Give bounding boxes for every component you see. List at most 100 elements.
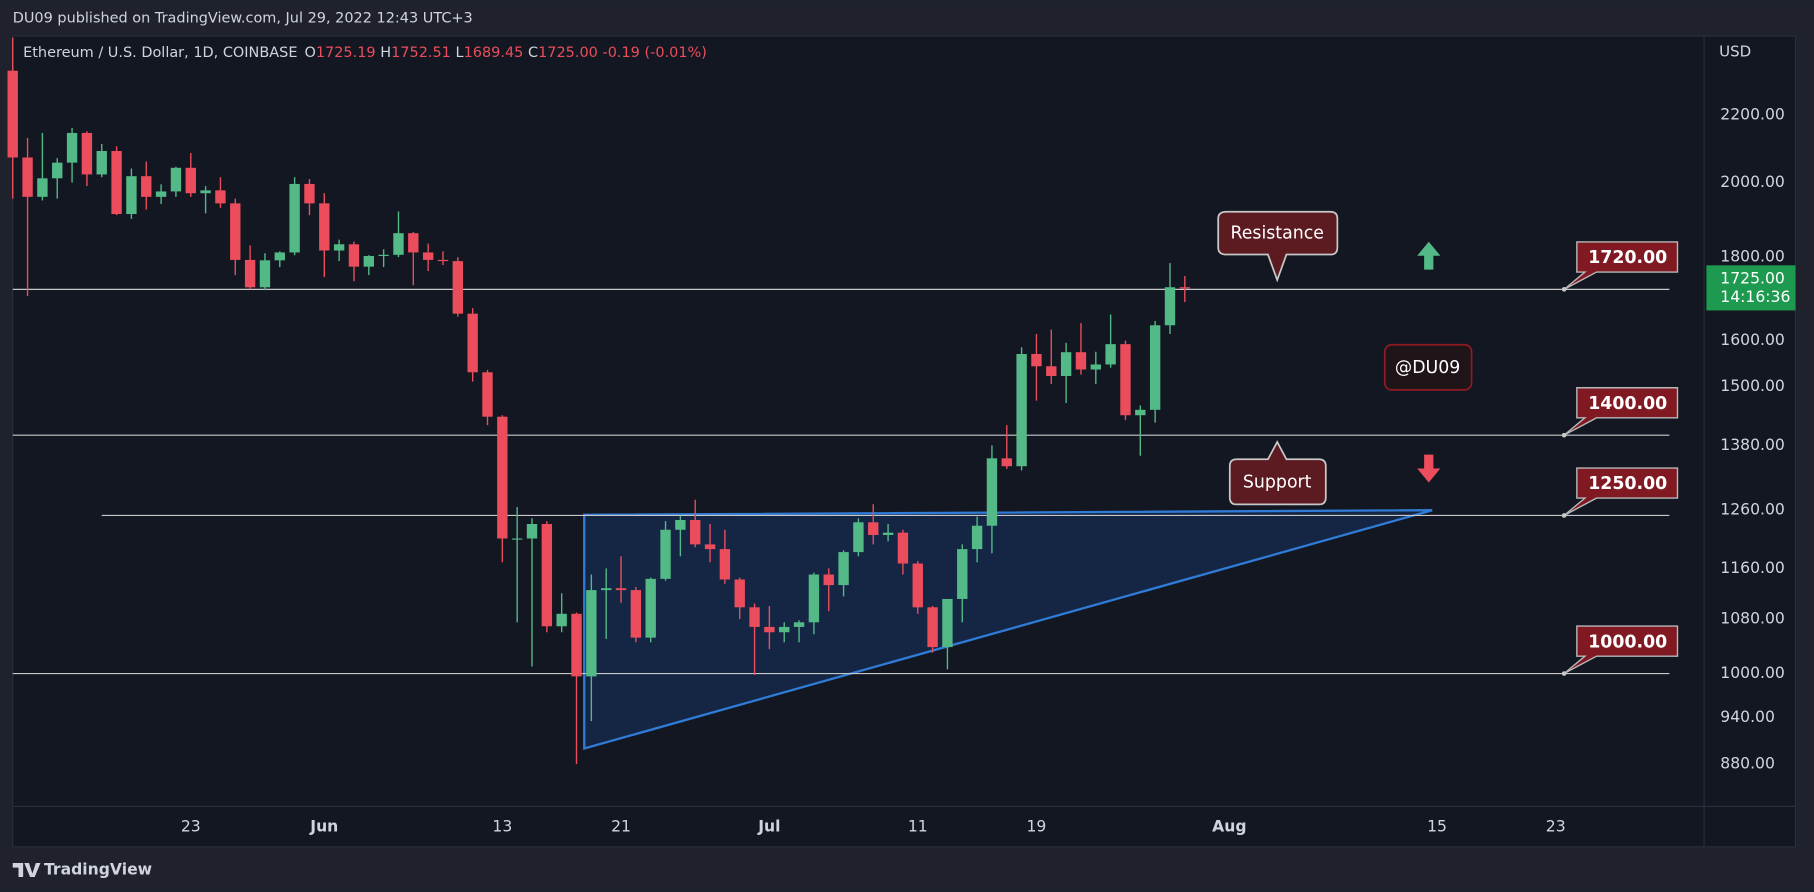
support-callout bbox=[1228, 440, 1327, 506]
candle-body bbox=[66, 132, 78, 163]
candle-body bbox=[1105, 344, 1116, 365]
candle-body bbox=[586, 590, 597, 677]
candle-body bbox=[141, 176, 152, 197]
candle-body bbox=[971, 525, 983, 550]
candle-body bbox=[1016, 354, 1027, 467]
ohlc-value: 1725.00 bbox=[538, 45, 598, 61]
y-tick-label: 2000.00 bbox=[1720, 173, 1785, 191]
candle-body bbox=[793, 622, 805, 627]
candle-body bbox=[882, 532, 894, 535]
last-price-tag bbox=[1706, 265, 1796, 311]
ohlc-key: O bbox=[304, 45, 315, 61]
support-label: Support bbox=[1243, 472, 1312, 492]
candle-body bbox=[808, 574, 820, 623]
candle-body bbox=[482, 372, 493, 417]
watermark: @DU09 bbox=[1395, 358, 1460, 378]
level-label: 1000.00 bbox=[1588, 632, 1667, 652]
candle-body bbox=[437, 259, 449, 262]
x-tick-label: Jun bbox=[309, 818, 338, 836]
candle-body bbox=[126, 176, 137, 215]
x-tick-label: 23 bbox=[1546, 818, 1566, 836]
candle-body bbox=[1149, 325, 1161, 410]
candle-body bbox=[96, 151, 107, 175]
candle-body bbox=[853, 522, 864, 553]
y-tick-label: 1160.00 bbox=[1720, 559, 1785, 577]
currency: USD bbox=[1719, 43, 1751, 61]
level-anchor bbox=[1561, 671, 1567, 676]
chart-area bbox=[12, 35, 1797, 848]
up-arrow bbox=[1417, 241, 1441, 270]
y-tick-label: 1260.00 bbox=[1720, 500, 1785, 518]
candle-body bbox=[912, 563, 923, 608]
candle-body bbox=[600, 588, 612, 591]
y-tick-label: 1080.00 bbox=[1720, 610, 1785, 628]
candle-body bbox=[408, 233, 419, 253]
candle-body bbox=[363, 255, 374, 267]
x-tick-label: 19 bbox=[1027, 818, 1047, 836]
candle-body bbox=[1135, 409, 1146, 416]
candle-body bbox=[675, 520, 686, 530]
candle-body bbox=[630, 590, 642, 638]
candle-body bbox=[942, 598, 953, 648]
candle-body bbox=[660, 529, 671, 579]
x-tick-label: 23 bbox=[181, 818, 201, 836]
level-callout bbox=[1563, 625, 1679, 675]
x-tick-label: 13 bbox=[492, 818, 512, 836]
ohlc-key: C bbox=[528, 45, 538, 61]
candle-body bbox=[155, 191, 167, 197]
level-anchor bbox=[1561, 513, 1567, 518]
candle-body bbox=[111, 151, 122, 215]
y-tick-label: 1800.00 bbox=[1720, 248, 1785, 266]
level-callout bbox=[1563, 241, 1679, 290]
footer: TradingView bbox=[44, 860, 152, 878]
candle-body bbox=[704, 544, 716, 550]
candle-body bbox=[719, 549, 731, 580]
change: -0.19 (-0.01%) bbox=[602, 45, 706, 61]
candle-body bbox=[422, 252, 434, 260]
candle-body bbox=[52, 162, 63, 179]
candle-body bbox=[289, 183, 300, 253]
candle-body bbox=[764, 626, 775, 633]
candle-body bbox=[645, 578, 656, 638]
down-arrow bbox=[1417, 454, 1441, 483]
last-price-label: 1725.00 bbox=[1720, 270, 1785, 288]
x-tick-label: 21 bbox=[611, 818, 631, 836]
symbol-legend: Ethereum / U.S. Dollar, 1D, COINBASE O 172… bbox=[23, 45, 707, 61]
candle-body bbox=[779, 626, 790, 633]
ohlc-value: 1752.51 bbox=[391, 45, 451, 61]
triangle-outline bbox=[583, 509, 1433, 751]
ohlc-value: 1689.45 bbox=[464, 45, 524, 61]
candle-body bbox=[467, 313, 478, 373]
level-label: 1400.00 bbox=[1588, 394, 1667, 414]
candle-body bbox=[7, 70, 18, 158]
candle-body bbox=[185, 167, 196, 194]
level-callout bbox=[1563, 467, 1679, 517]
candle-body bbox=[749, 607, 760, 627]
marks bbox=[7, 37, 1670, 765]
publisher: DU09 published on TradingView.com, Jul 2… bbox=[13, 11, 473, 27]
candle-body bbox=[897, 532, 909, 564]
candle-body bbox=[690, 520, 701, 545]
candle-body bbox=[1120, 344, 1131, 416]
candle-body bbox=[37, 178, 48, 197]
candle-body bbox=[1046, 366, 1057, 376]
resistance-callout bbox=[1217, 210, 1339, 283]
candle-body bbox=[615, 588, 627, 591]
candle-body bbox=[1090, 364, 1101, 370]
candle-body bbox=[452, 261, 464, 314]
candle-body bbox=[838, 552, 849, 586]
symbol: Ethereum / U.S. Dollar, 1D, COINBASE bbox=[23, 45, 297, 61]
resistance-label: Resistance bbox=[1230, 224, 1323, 244]
candle-body bbox=[734, 579, 745, 608]
candle-body bbox=[1164, 287, 1176, 326]
y-tick-label: 1600.00 bbox=[1720, 331, 1785, 349]
candle-body bbox=[393, 233, 404, 255]
x-tick-label: 11 bbox=[908, 818, 928, 836]
candle-body bbox=[868, 522, 879, 535]
candle-body bbox=[1075, 352, 1087, 370]
candle-body bbox=[22, 157, 33, 197]
level-label: 1250.00 bbox=[1588, 474, 1667, 494]
ohlc-key: L bbox=[456, 45, 464, 61]
